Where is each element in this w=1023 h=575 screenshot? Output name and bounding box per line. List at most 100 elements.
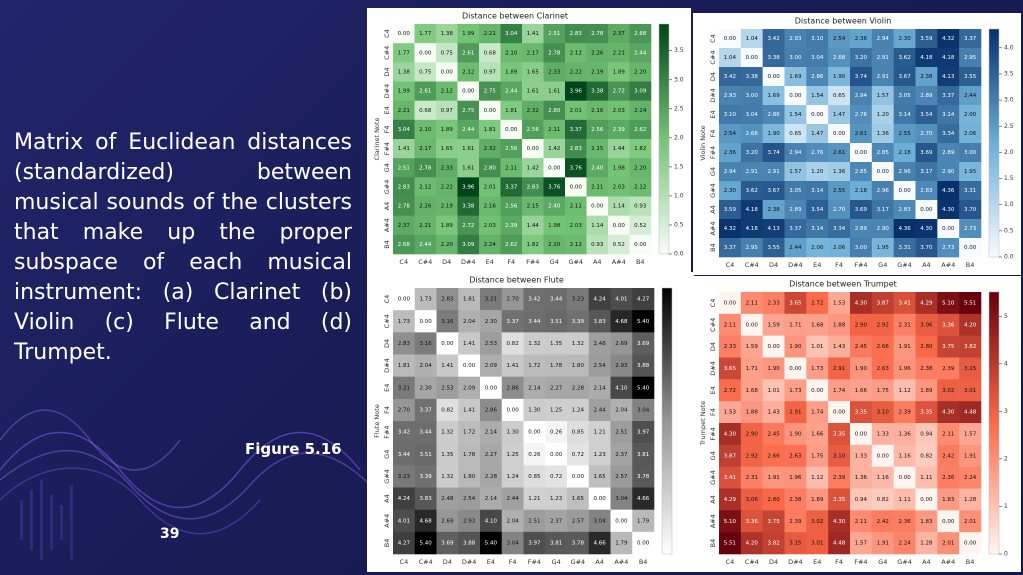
heatmap-cell — [893, 105, 916, 125]
heatmap-cell — [588, 376, 611, 400]
heatmap-cell — [915, 219, 938, 239]
heatmap-cell — [915, 401, 938, 424]
heatmap-cell — [479, 24, 501, 44]
heatmap-cell — [610, 354, 633, 377]
heatmap-cell — [893, 357, 916, 380]
heatmap-cell — [850, 444, 873, 467]
cell-label: 3.65 — [789, 300, 802, 306]
y-tick-label: C4 — [383, 29, 391, 38]
cell-label: 2.01 — [942, 541, 954, 547]
cell-label: 2.51 — [398, 165, 410, 171]
heatmap-cell — [545, 354, 568, 377]
cell-label: 2.33 — [548, 69, 561, 75]
cell-label: 1.41 — [507, 363, 519, 369]
heatmap-cell — [436, 100, 458, 121]
heatmap-cell — [458, 421, 481, 444]
x-tick-label: A4 — [922, 558, 931, 566]
cell-label: 2.09 — [485, 363, 498, 369]
cell-label: 1.11 — [920, 475, 932, 481]
heatmap-cell — [393, 215, 415, 236]
cell-label: 3.04 — [505, 31, 518, 37]
heatmap-cell — [828, 162, 851, 182]
heatmap-cell — [937, 335, 960, 358]
cell-label: 2.17 — [527, 50, 540, 56]
heatmap-cell — [393, 234, 415, 255]
x-tick-label: B4 — [966, 558, 975, 566]
cell-label: 2.36 — [898, 519, 911, 525]
cell-label: 4.24 — [594, 297, 607, 303]
cell-label: 1.41 — [463, 341, 475, 347]
heatmap-cell — [610, 509, 633, 533]
cell-label: 2.61 — [833, 150, 845, 156]
heatmap-cell — [740, 423, 763, 446]
heatmap-cell — [959, 335, 982, 358]
cell-label: 1.32 — [572, 341, 584, 347]
heatmap-cell — [719, 181, 742, 201]
heatmap-cell — [915, 143, 938, 163]
cell-label: 1.61 — [527, 89, 539, 95]
heatmap-cell — [629, 43, 652, 63]
y-tick-label: C#4 — [383, 314, 391, 328]
heatmap-cell — [828, 124, 851, 144]
heatmap-cell — [586, 139, 609, 159]
cell-label: 2.86 — [811, 74, 824, 80]
cell-label: 3.37 — [724, 245, 737, 251]
heatmap-cell — [586, 100, 609, 121]
cell-label: 1.88 — [833, 322, 846, 328]
heatmap-cell — [893, 488, 916, 511]
heatmap-cell — [719, 162, 742, 182]
colorbar — [661, 287, 673, 555]
cell-label: 3.38 — [767, 55, 780, 61]
cell-label: 2.61 — [462, 50, 474, 56]
heatmap-cell — [586, 81, 609, 101]
heatmap-cell — [806, 357, 829, 380]
heatmap-cell — [543, 43, 566, 63]
cell-label: 3.69 — [920, 150, 933, 156]
heatmap-cell — [740, 143, 763, 163]
cell-label: 2.37 — [550, 518, 563, 524]
heatmap-cell — [740, 67, 763, 87]
heatmap-cell — [893, 379, 916, 402]
heatmap-cell — [436, 531, 459, 555]
cell-label: 2.93 — [463, 518, 476, 524]
heatmap-cell — [871, 200, 894, 220]
cell-label: 2.14 — [594, 385, 607, 391]
heatmap-cell — [545, 487, 568, 510]
heatmap-cell — [828, 488, 851, 511]
x-tick-label: G4 — [550, 258, 559, 266]
cell-label: 2.20 — [441, 242, 454, 248]
cell-label: 2.89 — [855, 226, 868, 232]
heatmap-cell — [937, 313, 960, 336]
cell-label: 4.01 — [615, 297, 627, 303]
cell-label: 2.12 — [570, 50, 582, 56]
cell-label: 0.68 — [419, 108, 432, 114]
cell-label: 1.98 — [613, 165, 626, 171]
cell-label: 1.61 — [462, 146, 474, 152]
cell-label: 0.97 — [441, 108, 454, 114]
cell-label: 2.51 — [548, 31, 560, 37]
heatmap-cell — [850, 357, 873, 380]
cell-label: 0.00 — [920, 207, 933, 213]
cell-label: 0.00 — [591, 204, 604, 210]
y-tick-label: G#4 — [383, 469, 391, 484]
heatmap-cell — [608, 196, 630, 216]
heatmap-cell — [458, 332, 481, 355]
heatmap-cell — [959, 105, 982, 125]
y-axis-label: Trumpet Note — [699, 401, 707, 446]
heatmap-cell — [414, 376, 437, 400]
cell-label: 3.38 — [462, 204, 475, 210]
heatmap-cell — [784, 48, 807, 68]
heatmap-cell — [719, 292, 742, 315]
cell-label: 2.37 — [615, 452, 628, 458]
heatmap-cell — [828, 29, 851, 49]
cell-label: 1.57 — [964, 431, 977, 437]
heatmap-cell — [893, 238, 916, 258]
cell-label: 1.99 — [398, 89, 411, 95]
cell-label: 1.91 — [964, 453, 976, 459]
cell-label: 3.17 — [877, 207, 890, 213]
cell-label: 2.85 — [877, 150, 890, 156]
cell-label: 2.39 — [898, 410, 911, 416]
heatmap-cell — [436, 354, 459, 377]
cell-label: 2.30 — [898, 36, 911, 42]
cell-label: 0.00 — [855, 431, 868, 437]
